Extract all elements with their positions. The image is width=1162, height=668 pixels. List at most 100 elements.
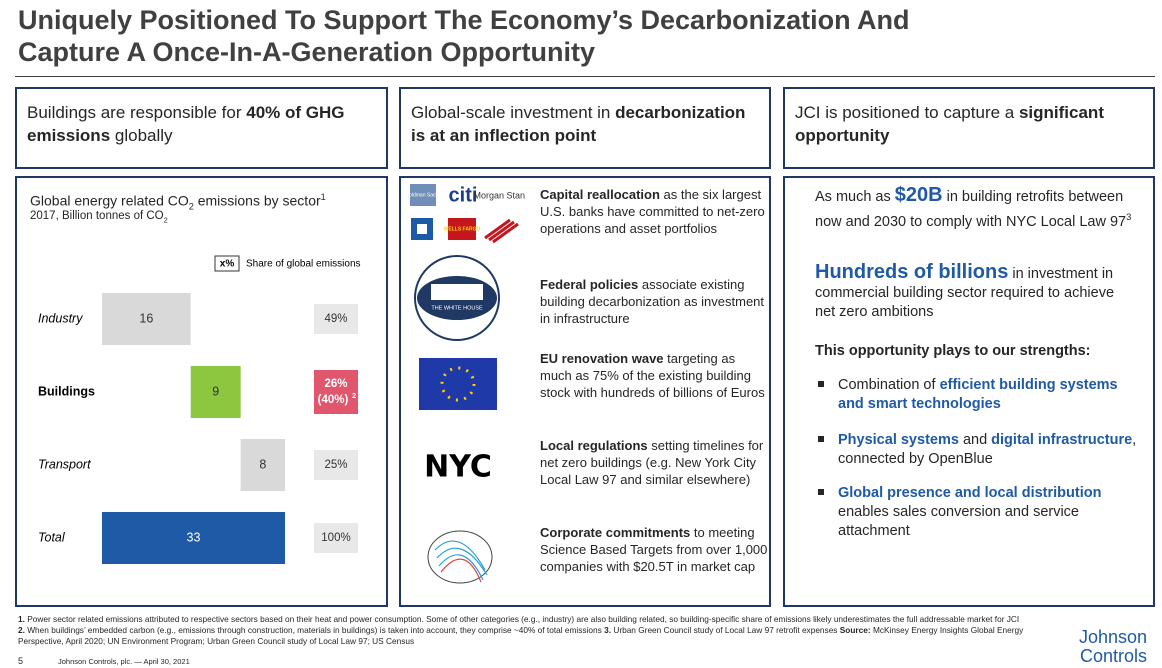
text-segment: Buildings are responsible for	[27, 103, 247, 122]
eu-stars	[440, 366, 476, 402]
text-segment: Global-scale investment in	[411, 103, 616, 122]
text-segment: As much as	[815, 189, 895, 205]
investment-item: Corporate commitments to meeting Science…	[540, 524, 768, 575]
text-segment: 2	[163, 215, 168, 225]
investment-item: Capital reallocation as the six largest …	[540, 186, 768, 237]
share-box	[314, 370, 358, 414]
share-label: 26%	[324, 378, 347, 390]
strength: Combination of efficient building system…	[838, 376, 1138, 414]
strengths-heading: This opportunity plays to our strengths:	[815, 343, 1091, 359]
text-segment: 1.	[18, 614, 25, 624]
strength: Global presence and local distribution e…	[838, 484, 1138, 541]
text-segment: as the six largest U.S. banks have commi…	[540, 187, 765, 236]
text-segment: , connected by OpenBlue	[838, 432, 1137, 467]
text-segment: Hundreds of billions	[815, 261, 1009, 283]
icons: Goldman Sachs citi Morgan Stanley WELLS …	[405, 184, 525, 584]
text-segment: and	[958, 432, 992, 448]
chart-subtitle: 2017, Billion tonnes of CO2	[30, 210, 168, 224]
page-number: 5	[18, 656, 24, 666]
text-segment: Global energy related CO	[30, 192, 189, 209]
footer-text: Johnson Controls, plc. — April 30, 2021	[58, 657, 190, 666]
text-segment: targeting as much as 75% of the existing…	[540, 351, 765, 400]
text-segment: in investment in commercial building sec…	[815, 266, 1115, 320]
title-line: Capture A Once-In-A-Generation Opportuni…	[18, 37, 596, 67]
text-segment: globally	[110, 126, 173, 145]
text-segment: EU renovation wave	[540, 351, 664, 366]
strength: Physical systems and digital infrastruct…	[838, 431, 1138, 469]
share-note: (40%)	[318, 394, 349, 406]
panel	[15, 176, 388, 607]
legend-box	[214, 255, 240, 272]
text-segment: $20B	[894, 184, 943, 206]
sbt-logo	[427, 530, 493, 584]
bar	[190, 366, 241, 418]
text-segment: significant opportunity	[795, 103, 1104, 145]
sbt-logo	[434, 540, 488, 581]
white-house	[431, 284, 483, 300]
bar	[102, 512, 285, 564]
footnotes: 1. Power sector related emissions attrib…	[18, 614, 1028, 647]
text-segment: JCI is positioned to capture a	[795, 103, 1019, 122]
investment-item: EU renovation wave targeting as much as …	[540, 350, 768, 401]
text-segment: 1	[320, 192, 326, 202]
boa-logo	[484, 218, 519, 244]
text-segment: Local regulations	[540, 438, 648, 453]
column-header: Global-scale investment in decarbonizati…	[399, 87, 771, 169]
bar	[102, 293, 191, 345]
slide-title: Uniquely Positioned To Support The Econo…	[18, 4, 910, 68]
share-label: 100%	[321, 532, 350, 544]
share-box	[314, 304, 358, 334]
text-segment: When buildings’ embedded carbon (e.g., e…	[24, 625, 605, 635]
text-segment: Power sector related emissions attribute…	[24, 614, 1020, 624]
company-logo: Johnson Controls	[1062, 628, 1147, 666]
logo-word: Controls	[1079, 646, 1147, 666]
logo-text: citi	[449, 184, 478, 206]
legend-symbol: x%	[220, 259, 235, 270]
title-line: Uniquely Positioned To Support The Econo…	[18, 5, 910, 35]
eu-flag	[419, 358, 497, 410]
logo-word: Johnson	[1078, 627, 1147, 647]
value-label: 8	[259, 457, 266, 471]
text-segment: Capital reallocation	[540, 187, 660, 202]
text-segment: Corporate commitments	[540, 525, 691, 540]
text-segment: Urban Green Council study of Local Law 9…	[611, 625, 840, 635]
bullet	[818, 436, 824, 442]
text-segment: in building retrofits between now and 20…	[815, 189, 1127, 230]
logo-text: THE WHITE HOUSE	[431, 305, 483, 311]
wf-logo	[448, 218, 476, 240]
category-label: Industry	[38, 311, 83, 325]
investment-item: Local regulations setting timelines for …	[540, 437, 768, 488]
category-label: Buildings	[38, 384, 95, 398]
value-label: 33	[187, 530, 201, 544]
bullet	[818, 381, 824, 387]
logo-text: Goldman Sachs	[405, 192, 441, 198]
bullet	[818, 489, 824, 495]
text-segment: 2.	[18, 625, 25, 635]
panel	[783, 176, 1155, 607]
text-segment: enables sales conversion and service att…	[838, 504, 1079, 539]
text-segment: Global presence and local distribution	[838, 485, 1102, 501]
logo-text: WELLS FARGO	[444, 226, 481, 232]
text-segment: Source:	[839, 625, 871, 635]
text-segment: digital infrastructure	[991, 432, 1133, 448]
text-segment: 40% of GHG emissions	[27, 103, 345, 145]
text-segment: Combination of	[838, 377, 940, 393]
value-label: 9	[212, 384, 219, 398]
text-segment: Federal policies	[540, 277, 639, 292]
gs-logo	[410, 184, 436, 206]
retrofit-text: As much as $20B in building retrofits be…	[815, 184, 1135, 232]
text-segment: 2017, Billion tonnes of CO	[30, 210, 164, 222]
column-header: JCI is positioned to capture a significa…	[783, 87, 1155, 169]
bar	[240, 439, 285, 491]
text-segment: 3	[1126, 211, 1132, 222]
share-box	[314, 523, 358, 553]
category-label: Transport	[38, 457, 91, 471]
text-segment: decarbonization is at an inflection poin…	[411, 103, 746, 145]
text-segment: Physical systems	[838, 432, 959, 448]
share-note-ref: 2	[352, 391, 356, 400]
text-segment: to meeting Science Based Targets from ov…	[540, 525, 768, 574]
waterfall-chart: x% Share of global emissions Industry 16 4…	[38, 255, 361, 564]
investment-text: Hundreds of billions in investment in co…	[815, 261, 1135, 322]
column-header: Buildings are responsible for 40% of GHG…	[15, 87, 388, 169]
